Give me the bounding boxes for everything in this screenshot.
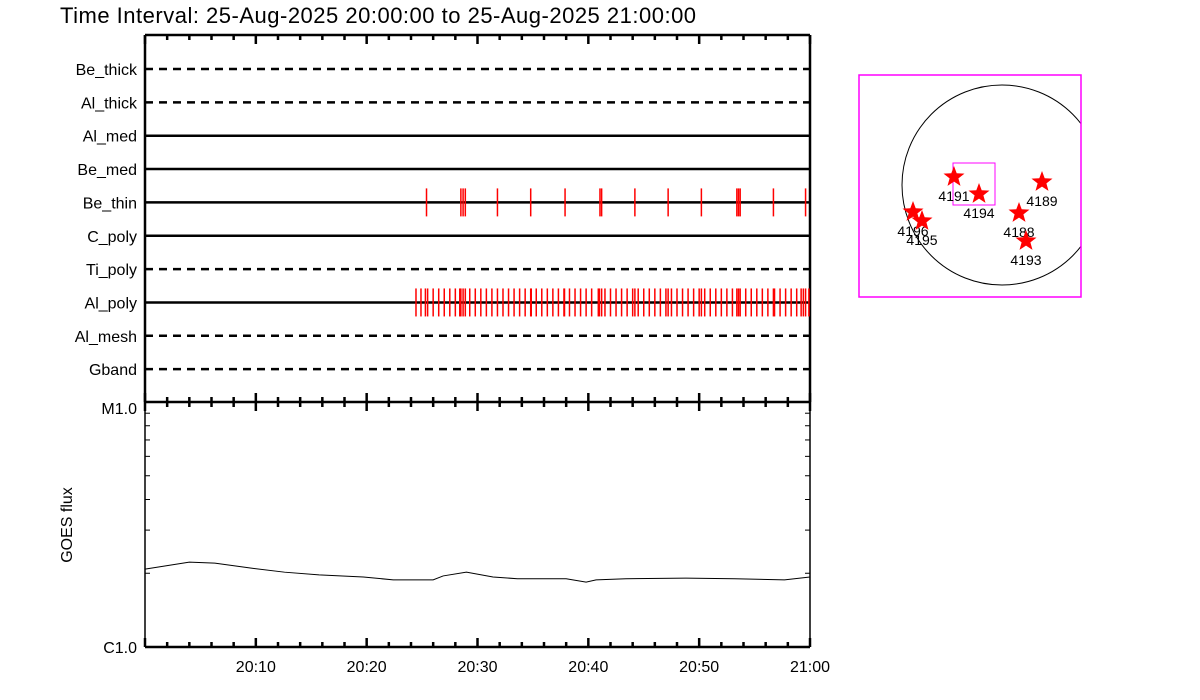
active-region-star xyxy=(1015,230,1037,250)
active-region-star xyxy=(902,201,924,221)
active-region-label: 4189 xyxy=(1026,193,1057,209)
active-region-star xyxy=(1031,171,1053,191)
active-region-star xyxy=(968,183,990,203)
goes-flux-curve xyxy=(144,561,811,583)
xtick-label: 20:20 xyxy=(347,659,387,676)
filter-label-al_med: Al_med xyxy=(83,129,137,146)
active-region-star xyxy=(911,210,933,230)
xtick-label: 20:50 xyxy=(679,659,719,676)
plot-title: Time Interval: 25-Aug-2025 20:00:00 to 2… xyxy=(60,3,697,28)
map-frame xyxy=(858,74,1082,298)
filter-label-be_thin: Be_thin xyxy=(83,195,137,212)
active-region-label: 4191 xyxy=(938,188,969,204)
filter-label-c_poly: C_poly xyxy=(87,229,137,246)
xtick-label: 20:10 xyxy=(236,659,276,676)
goes-ylabel: GOES flux xyxy=(59,487,76,563)
filter-label-be_med: Be_med xyxy=(77,162,137,179)
xtick-label: 21:00 xyxy=(790,659,830,676)
filter-label-al_thick: Al_thick xyxy=(81,95,138,112)
xrt-fov-box xyxy=(952,162,996,206)
active-region-star xyxy=(943,166,965,186)
filter-label-be_thick: Be_thick xyxy=(76,62,138,79)
active-region-label: 4194 xyxy=(963,205,994,221)
goes-flux-panel: GOES flux M1.0 C1.0 20:10 20:20 20:30 20:40… xyxy=(59,401,830,676)
active-region-label: 4193 xyxy=(1010,252,1041,268)
active-region-star xyxy=(1008,202,1030,222)
ytick-label-m1: M1.0 xyxy=(101,401,137,418)
filter-label-ti_poly: Ti_poly xyxy=(86,262,137,279)
filter-label-gband: Gband xyxy=(89,362,137,379)
solar-limb xyxy=(901,84,1081,286)
filter-label-al_mesh: Al_mesh xyxy=(75,329,137,346)
ytick-label-c1: C1.0 xyxy=(103,640,137,657)
xtick-label: 20:40 xyxy=(568,659,608,676)
active-region-label: 4196 xyxy=(897,223,928,239)
active-region-label: 4195 xyxy=(906,232,937,248)
xtick-label: 20:30 xyxy=(457,659,497,676)
filter-label-al_poly: Al_poly xyxy=(85,295,137,312)
filter-timeline-panel: Be_thick Al_thick Al_med Be_med Be_thin C_pol… xyxy=(75,33,812,411)
